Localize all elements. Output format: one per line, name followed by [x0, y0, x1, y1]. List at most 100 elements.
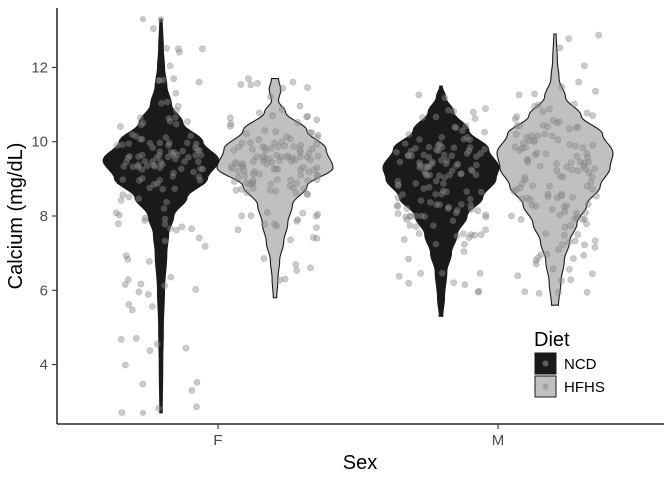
data-point	[179, 147, 187, 155]
data-point	[405, 255, 412, 263]
data-point	[154, 77, 162, 84]
y-tick-label: 4	[40, 357, 48, 374]
data-point	[392, 148, 400, 156]
data-point	[589, 270, 596, 278]
data-point	[146, 139, 154, 147]
data-point	[521, 288, 529, 296]
data-point	[187, 132, 195, 140]
data-point	[581, 241, 588, 249]
data-point	[149, 144, 157, 151]
data-point	[237, 81, 245, 88]
data-point	[573, 209, 580, 217]
data-point	[579, 215, 586, 223]
data-point	[150, 180, 158, 188]
legend-point-marker	[542, 360, 549, 367]
data-point	[516, 146, 523, 154]
data-point	[250, 170, 257, 178]
data-point	[539, 122, 547, 129]
data-point	[304, 84, 311, 91]
data-point	[199, 165, 207, 173]
data-point	[292, 189, 300, 197]
data-point	[417, 197, 425, 204]
data-point	[482, 213, 490, 221]
data-point	[457, 200, 465, 208]
data-point	[303, 113, 310, 121]
data-point	[541, 130, 549, 138]
data-point	[532, 202, 540, 210]
data-point	[555, 288, 562, 296]
data-point	[156, 164, 164, 172]
data-point	[511, 115, 519, 123]
data-point	[115, 211, 123, 219]
data-point	[548, 132, 556, 140]
data-point	[153, 180, 161, 187]
data-point	[583, 220, 590, 228]
data-point	[120, 162, 128, 170]
data-point	[469, 108, 477, 116]
y-tick-label: 12	[31, 59, 48, 76]
data-point	[477, 188, 485, 196]
data-point	[150, 161, 157, 169]
data-point	[153, 340, 161, 348]
data-point	[192, 144, 199, 152]
data-point	[172, 89, 180, 97]
data-point	[163, 44, 170, 52]
data-point	[308, 129, 315, 137]
data-point	[535, 289, 543, 297]
data-point	[448, 152, 456, 160]
data-point	[128, 306, 136, 314]
data-point	[589, 112, 596, 120]
data-point	[583, 182, 591, 190]
data-point	[432, 177, 440, 185]
data-point	[446, 171, 454, 179]
data-point	[238, 139, 246, 147]
data-point	[122, 361, 129, 369]
data-point	[542, 230, 550, 237]
data-point	[522, 144, 529, 151]
data-point	[135, 153, 142, 161]
data-point	[243, 179, 250, 186]
data-point	[313, 134, 321, 141]
data-point	[125, 301, 133, 308]
data-point	[515, 91, 523, 99]
data-point	[121, 281, 129, 288]
data-point	[462, 122, 470, 130]
data-point	[535, 101, 542, 109]
data-point	[193, 378, 201, 386]
data-point	[512, 186, 520, 193]
data-point	[159, 76, 167, 84]
data-point	[425, 183, 433, 191]
legend-title: Diet	[534, 329, 570, 351]
data-point	[573, 214, 581, 221]
data-point	[591, 243, 599, 251]
data-point	[574, 123, 581, 131]
data-point	[423, 172, 431, 179]
data-point	[422, 170, 429, 178]
data-point	[306, 129, 314, 136]
data-point	[143, 162, 151, 170]
data-point	[463, 188, 471, 195]
data-point	[412, 212, 420, 220]
data-point	[482, 226, 489, 234]
data-point	[135, 177, 143, 184]
data-point	[273, 222, 280, 230]
data-point	[517, 216, 525, 223]
data-point	[445, 203, 453, 211]
data-point	[163, 198, 170, 206]
data-point	[294, 119, 301, 126]
data-point	[260, 255, 268, 262]
data-point	[403, 216, 411, 223]
data-point	[466, 144, 474, 151]
data-point	[260, 154, 268, 162]
data-point	[300, 185, 308, 193]
data-point	[157, 99, 165, 107]
data-point	[268, 144, 275, 152]
data-point	[435, 172, 443, 179]
data-point	[314, 131, 322, 139]
data-point	[415, 230, 423, 237]
data-point	[475, 287, 483, 295]
data-point	[141, 217, 149, 224]
data-point	[595, 31, 603, 39]
data-point	[415, 159, 423, 167]
